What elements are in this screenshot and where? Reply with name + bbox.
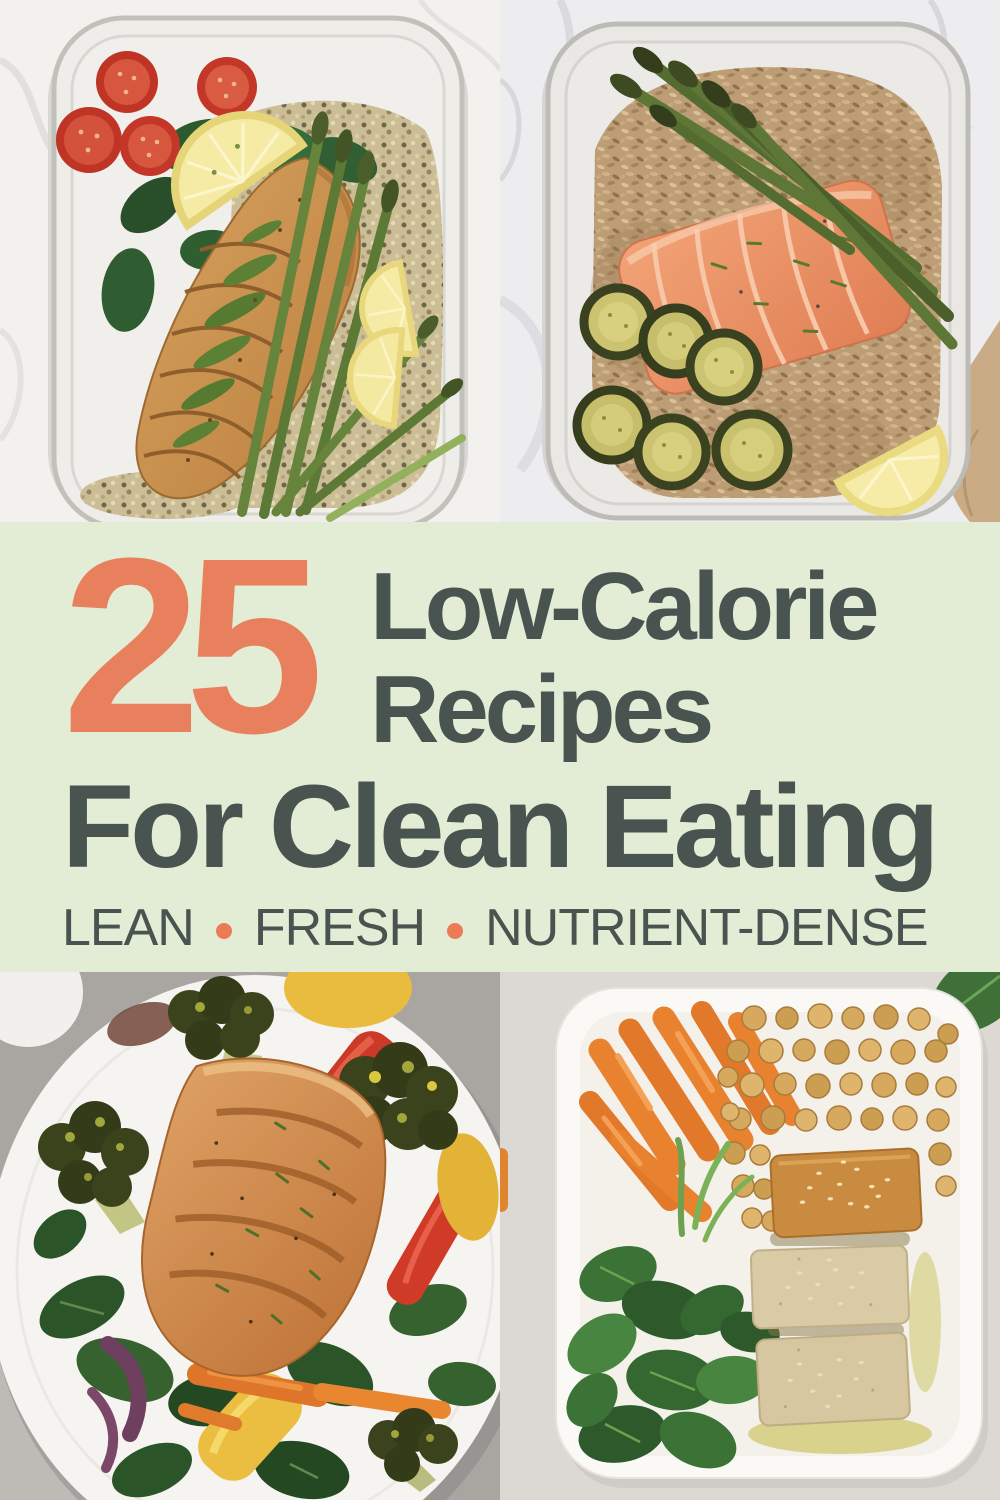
carrot-sticks: [579, 1001, 802, 1222]
tagline-item-lean: LEAN: [62, 898, 195, 957]
photo-chicken-quinoa-meal-prep: [0, 0, 500, 522]
lemon-wedge-large: [171, 111, 308, 231]
photo-roast-chicken-vegetable-plate: [0, 972, 500, 1500]
spinach-pile: [566, 1137, 780, 1469]
photo-row-bottom: [0, 972, 1000, 1500]
asparagus-spears: [237, 111, 466, 522]
sesame-tofu-slices: [749, 1147, 923, 1427]
tagline-item-nutrient-dense: NUTRIENT-DENSE: [485, 898, 928, 957]
tagline-item-fresh: FRESH: [253, 898, 426, 957]
title-row: 25 Low-Calorie Recipes: [62, 522, 1000, 785]
title-line-3: For Clean Eating: [62, 761, 940, 894]
title-line-2: Recipes: [370, 655, 714, 763]
title-line-1: Low-Calorie: [370, 553, 879, 660]
cherry-tomatoes: [56, 51, 257, 176]
red-onion-pieces: [87, 1001, 177, 1473]
lemon-slices-right: [347, 259, 420, 430]
photo-row-top: [0, 0, 1000, 522]
seared-chicken-fillet: [141, 1057, 387, 1377]
herb-chicken-breast: [135, 156, 361, 500]
bullet-dot-icon: [447, 922, 464, 939]
olive-oil-puddle: [748, 1232, 941, 1454]
recipe-count: 25: [62, 522, 324, 785]
tagline: LEAN FRESH NUTRIENT-DENSE: [62, 898, 1000, 958]
asparagus-bundle: [610, 46, 958, 350]
photo-salmon-rice-meal-prep: [500, 0, 1000, 522]
chickpeas: [717, 1003, 959, 1232]
bullet-dot-icon: [215, 922, 232, 939]
lemon-wedge: [833, 424, 948, 516]
photo-tofu-chickpea-veggie-tray: [500, 972, 1000, 1500]
zucchini-rounds: [572, 283, 793, 491]
title-banner: 25 Low-Calorie Recipes For Clean Eating …: [0, 522, 1000, 972]
